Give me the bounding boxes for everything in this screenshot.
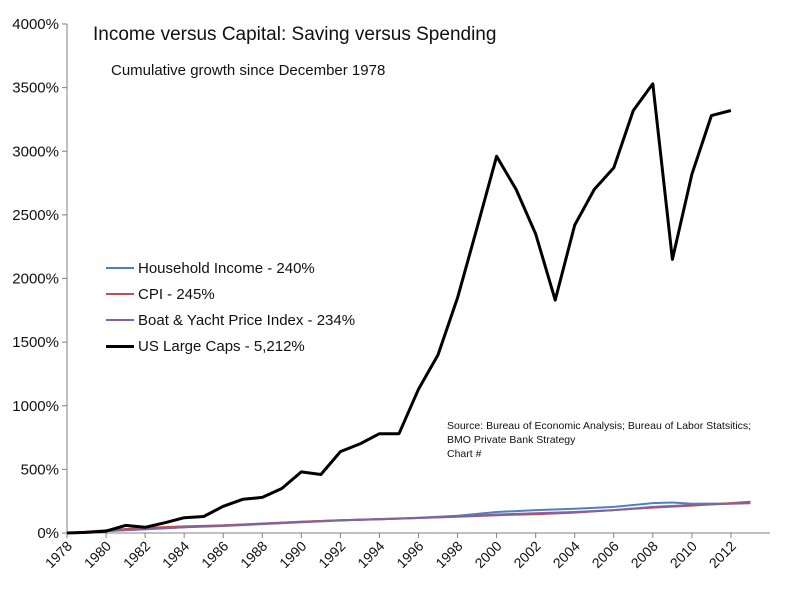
chart-subtitle: Cumulative growth since December 1978 <box>111 62 386 79</box>
y-tick-label: 0% <box>37 525 59 542</box>
x-tick-label: 1982 <box>120 538 153 571</box>
y-tick-label: 1500% <box>12 334 59 351</box>
legend-swatch-us-large-caps <box>106 344 134 348</box>
legend: Household Income - 240% CPI - 245% Boat … <box>106 255 355 359</box>
legend-item-boat-yacht: Boat & Yacht Price Index - 234% <box>106 307 355 333</box>
x-tick-label: 1978 <box>42 538 75 571</box>
y-tick-label: 500% <box>21 461 59 478</box>
x-tick-label: 1996 <box>393 538 426 571</box>
series-group <box>66 82 751 535</box>
y-tick-label: 3500% <box>12 80 59 97</box>
source-annotation: Source: Bureau of Economic Analysis; Bur… <box>447 419 751 461</box>
x-tick-label: 1980 <box>81 538 114 571</box>
x-tick-label: 2004 <box>549 538 582 571</box>
y-axis: 0% 500% 1000% 1500% 2000% 2500% 3000% 3500% 4000… <box>12 16 68 542</box>
x-tick-label: 1998 <box>432 538 465 571</box>
x-tick-label: 2010 <box>667 538 700 571</box>
y-tick-label: 1000% <box>12 398 59 415</box>
x-axis: 1978 1980 1982 1984 1986 1988 1990 1992 1994 1996… <box>42 532 770 571</box>
series-line-us-large-caps-5-212 <box>66 82 732 535</box>
x-tick-label: 1992 <box>315 538 348 571</box>
y-tick-label: 3000% <box>12 143 59 160</box>
legend-label-cpi: CPI - 245% <box>138 285 215 303</box>
x-tick-label: 1986 <box>198 538 231 571</box>
chart-title: Income versus Capital: Saving versus Spe… <box>93 24 497 45</box>
legend-swatch-cpi <box>106 293 134 295</box>
y-tick-label: 2000% <box>12 271 59 288</box>
source-line-3: Chart # <box>447 448 482 460</box>
legend-item-household-income: Household Income - 240% <box>106 255 355 281</box>
legend-label-household-income: Household Income - 240% <box>138 259 315 277</box>
legend-swatch-household-income <box>106 267 134 269</box>
legend-label-us-large-caps: US Large Caps - 5,212% <box>138 337 305 355</box>
x-tick-label: 1988 <box>237 538 270 571</box>
legend-item-us-large-caps: US Large Caps - 5,212% <box>106 333 355 359</box>
legend-item-cpi: CPI - 245% <box>106 281 355 307</box>
x-tick-label: 2008 <box>628 538 661 571</box>
x-tick-label: 2012 <box>706 538 739 571</box>
x-tick-label: 1994 <box>354 538 387 571</box>
legend-label-boat-yacht: Boat & Yacht Price Index - 234% <box>138 311 356 329</box>
x-tick-label: 1990 <box>276 538 309 571</box>
series-line-boat-yacht-price-index-234 <box>66 502 751 534</box>
x-tick-label: 2006 <box>589 538 622 571</box>
source-line-1: Source: Bureau of Economic Analysis; Bur… <box>447 420 752 432</box>
y-tick-label: 2500% <box>12 207 59 224</box>
x-tick-label: 2002 <box>510 538 543 571</box>
legend-swatch-boat-yacht <box>106 319 134 321</box>
y-tick-label: 4000% <box>12 16 59 33</box>
x-tick-label: 2000 <box>471 538 504 571</box>
source-line-2: BMO Private Bank Strategy <box>447 434 576 446</box>
x-tick-label: 1984 <box>159 538 192 571</box>
